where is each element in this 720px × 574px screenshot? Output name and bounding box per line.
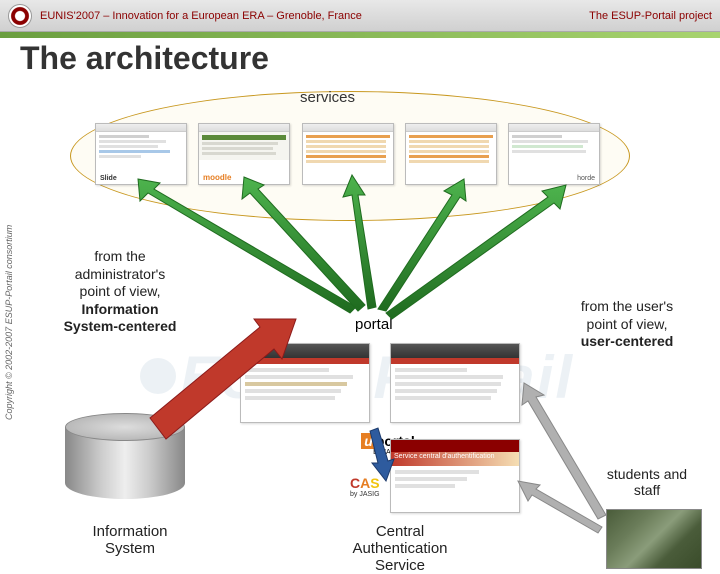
horde-badge: horde bbox=[513, 175, 595, 182]
info-system-label: Information System bbox=[75, 523, 185, 557]
moodle-badge: moodle bbox=[203, 173, 231, 182]
admin-l1: from the bbox=[94, 248, 145, 264]
admin-l2: administrator's bbox=[75, 266, 166, 282]
cas-logo: CAS by JASIG bbox=[350, 475, 380, 498]
service-thumb-1: Slide bbox=[95, 123, 187, 185]
user-viewpoint-text: from the user's point of view, user-cent… bbox=[552, 298, 702, 351]
info-system-cylinder bbox=[65, 413, 185, 503]
user-l2: point of view, bbox=[587, 316, 668, 332]
admin-l3: point of view, bbox=[80, 283, 161, 299]
arrow-students-to-portal bbox=[522, 383, 606, 519]
slide-title: The architecture bbox=[0, 38, 720, 83]
service-thumb-5: horde bbox=[508, 123, 600, 185]
service-thumb-4 bbox=[405, 123, 497, 185]
portal-thumb-1 bbox=[240, 343, 370, 423]
header-bar: EUNIS'2007 – Innovation for a European E… bbox=[0, 0, 720, 32]
diagram-area: ESUP-Portail services Slide moodle bbox=[0, 83, 720, 573]
cas-banner: Service central d'authentification bbox=[391, 452, 519, 466]
admin-l5: System-centered bbox=[64, 318, 177, 334]
admin-viewpoint-text: from the administrator's point of view, … bbox=[40, 248, 200, 336]
user-l3: user-centered bbox=[581, 333, 674, 349]
services-label: services bbox=[300, 89, 355, 106]
arrow-students-to-cas bbox=[518, 481, 602, 533]
service-thumb-2: moodle bbox=[198, 123, 290, 185]
slide-badge: Slide bbox=[100, 175, 117, 182]
cas-by: by JASIG bbox=[350, 491, 380, 498]
portal-label: portal bbox=[355, 316, 393, 333]
service-thumb-3 bbox=[302, 123, 394, 185]
students-label: students and staff bbox=[592, 466, 702, 498]
students-photo bbox=[606, 509, 702, 569]
cas-label: Central Authentication Service bbox=[335, 523, 465, 574]
eunis-logo bbox=[8, 4, 32, 28]
project-title: The ESUP-Portail project bbox=[589, 10, 712, 22]
user-l1: from the user's bbox=[581, 298, 673, 314]
portal-thumb-2 bbox=[390, 343, 520, 423]
cas-thumb: Service central d'authentification bbox=[390, 439, 520, 513]
admin-l4: Information bbox=[82, 301, 159, 317]
conference-title: EUNIS'2007 – Innovation for a European E… bbox=[40, 10, 362, 22]
